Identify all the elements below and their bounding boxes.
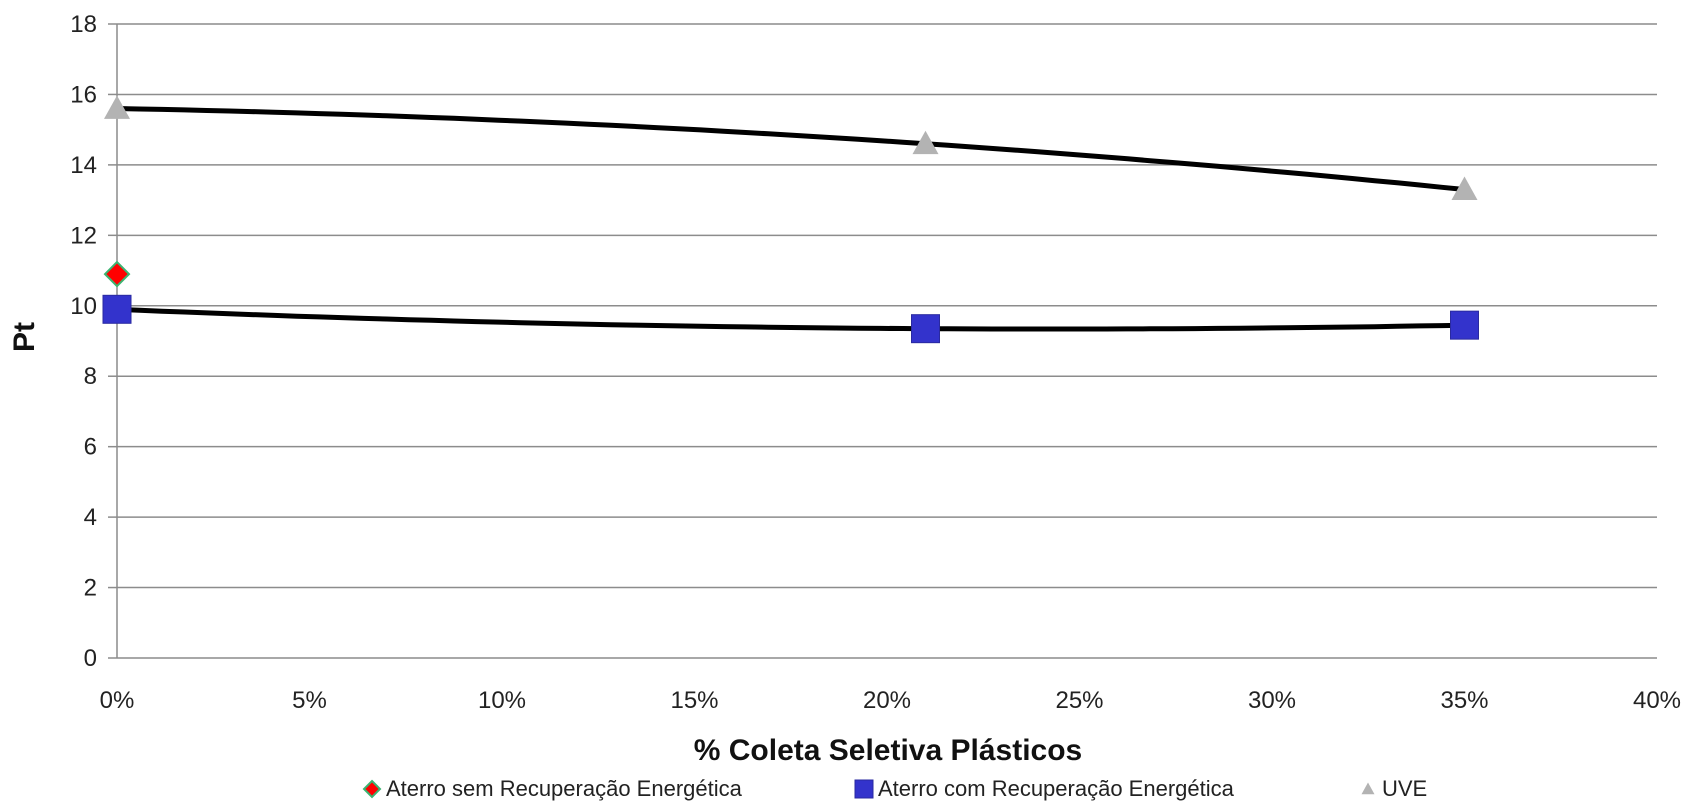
- triangle-point: [104, 95, 130, 119]
- x-tick-label: 20%: [863, 687, 911, 714]
- y-tick-label: 16: [70, 81, 97, 108]
- x-tick-label: 0%: [100, 687, 135, 714]
- legend-marker-square: [854, 779, 874, 799]
- square-point: [102, 294, 132, 324]
- legend-label: Aterro com Recuperação Energética: [878, 776, 1235, 801]
- x-tick-label: 25%: [1055, 687, 1103, 714]
- y-tick-label: 10: [70, 293, 97, 320]
- x-tick-labels: 0% 5% 10% 15% 20% 25% 30% 35% 40%: [100, 687, 1681, 714]
- legend-label: UVE: [1382, 776, 1427, 801]
- data-points: [102, 95, 1479, 344]
- axes: [108, 23, 1657, 659]
- y-tick-label: 14: [70, 152, 97, 179]
- y-tick-label: 0: [84, 645, 97, 672]
- diamond-point: [103, 260, 131, 288]
- square-point: [1450, 310, 1479, 340]
- square-point: [911, 314, 940, 344]
- trendline: [114, 306, 1467, 332]
- y-tick-label: 4: [84, 504, 97, 531]
- x-axis-title: % Coleta Seletiva Plásticos: [694, 734, 1083, 767]
- y-tick-labels: 0 2 4 6 8 10 12 14 16 18: [70, 11, 97, 672]
- x-tick-label: 40%: [1633, 687, 1681, 714]
- x-tick-label: 5%: [292, 687, 327, 714]
- x-tick-label: 35%: [1440, 687, 1488, 714]
- legend: Aterro sem Recuperação Energética Aterro …: [362, 776, 1427, 801]
- trendline: [114, 106, 1467, 192]
- triangle-point: [1451, 176, 1478, 200]
- y-tick-label: 8: [84, 363, 97, 390]
- x-tick-label: 15%: [670, 687, 718, 714]
- y-axis-title: Pt: [8, 322, 41, 352]
- legend-label: Aterro sem Recuperação Energética: [386, 776, 743, 801]
- x-tick-label: 10%: [478, 687, 526, 714]
- legend-marker-triangle: [1361, 782, 1375, 795]
- gridlines: [117, 23, 1657, 589]
- y-tick-label: 6: [84, 434, 97, 461]
- y-tick-label: 2: [84, 575, 97, 602]
- trendlines: [114, 106, 1467, 332]
- y-tick-label: 18: [70, 11, 97, 38]
- triangle-point: [912, 130, 939, 155]
- x-tick-label: 30%: [1248, 687, 1296, 714]
- legend-marker-diamond: [362, 779, 382, 799]
- y-tick-label: 12: [70, 222, 97, 249]
